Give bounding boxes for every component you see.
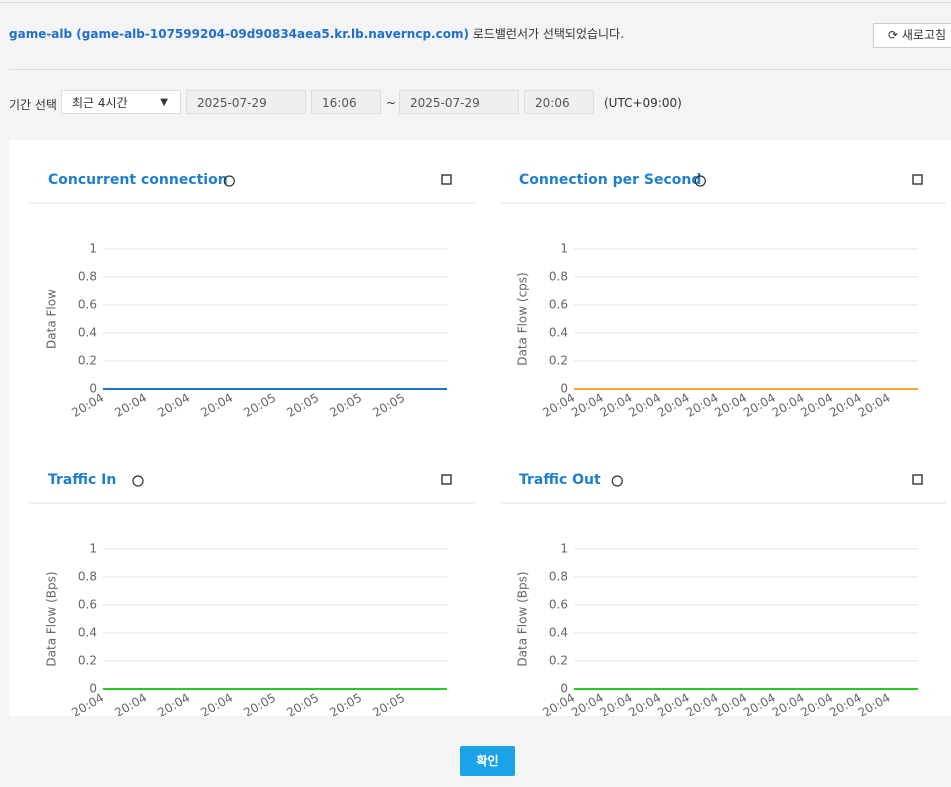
x-tick-label: 20:04 bbox=[155, 391, 192, 420]
y-tick-label: 0.4 bbox=[549, 326, 568, 340]
y-tick-label: 1 bbox=[560, 242, 568, 256]
preset-select[interactable]: 최근 4시간 ▼ bbox=[61, 90, 181, 114]
y-tick-label: 0.8 bbox=[549, 570, 568, 584]
y-tick-label: 0.2 bbox=[78, 654, 97, 668]
help-icon bbox=[223, 175, 235, 187]
timezone: (UTC+09:00) bbox=[604, 96, 682, 110]
period-label: 기간 선택 bbox=[9, 98, 57, 112]
y-tick-label: 1 bbox=[89, 542, 97, 556]
start-date[interactable]: 2025-07-29 bbox=[186, 90, 306, 114]
x-tick-label: 20:05 bbox=[327, 691, 364, 716]
y-tick-label: 0.4 bbox=[549, 626, 568, 640]
x-tick-label: 20:05 bbox=[241, 391, 278, 420]
y-tick-label: 0.2 bbox=[78, 354, 97, 368]
x-tick-label: 20:05 bbox=[327, 391, 364, 420]
y-tick-label: 0 bbox=[560, 382, 568, 396]
y-tick-label: 0.6 bbox=[78, 298, 97, 312]
y-tick-label: 1 bbox=[89, 242, 97, 256]
end-time[interactable]: 20:06 bbox=[524, 90, 594, 114]
help-icon bbox=[694, 175, 706, 187]
refresh-button[interactable]: ⟳ 새로고침 bbox=[873, 23, 951, 48]
y-tick-label: 0.4 bbox=[78, 326, 97, 340]
y-tick-label: 0.8 bbox=[78, 570, 97, 584]
chart-title: Traffic In bbox=[48, 472, 116, 488]
y-tick-label: 0 bbox=[89, 382, 97, 396]
x-tick-label: 20:04 bbox=[198, 391, 235, 420]
y-tick-label: 0.8 bbox=[549, 270, 568, 284]
help-icon bbox=[611, 475, 623, 487]
start-time[interactable]: 16:06 bbox=[311, 90, 381, 114]
chart-panel: Concurrent connection 0 0.2 0.4 0.6 0.8 1 Data … bbox=[9, 140, 951, 720]
y-tick-label: 0 bbox=[560, 682, 568, 696]
x-tick-label: 20:04 bbox=[198, 691, 235, 716]
dropdown-arrow: ▼ bbox=[160, 97, 168, 108]
y-axis-label: Data Flow bbox=[45, 289, 59, 349]
y-axis-label: Data Flow (cps) bbox=[516, 272, 530, 366]
refresh-label: 새로고침 bbox=[901, 28, 947, 42]
x-tick-label: 20:04 bbox=[155, 691, 192, 716]
charts: Concurrent connection 0 0.2 0.4 0.6 0.8 1 Data … bbox=[29, 172, 946, 720]
x-tick-label: 20:05 bbox=[370, 691, 407, 716]
y-axis-label: Data Flow (Bps) bbox=[516, 571, 530, 666]
chart-title: Traffic Out bbox=[519, 472, 601, 488]
y-axis-label: Data Flow (Bps) bbox=[45, 571, 59, 666]
x-tick-label: 20:05 bbox=[370, 391, 407, 420]
x-tick-label: 20:04 bbox=[69, 691, 106, 716]
start-date-text: 2025-07-29 bbox=[197, 96, 267, 110]
x-tick-label: 20:04 bbox=[112, 691, 149, 716]
confirm-button[interactable]: 확인 bbox=[460, 746, 515, 776]
top-border bbox=[0, 2, 951, 3]
end-time-text: 20:06 bbox=[535, 96, 570, 110]
x-tick-label: 20:04 bbox=[856, 391, 893, 420]
preset-text: 최근 4시간 bbox=[72, 96, 128, 110]
y-tick-label: 0.2 bbox=[549, 354, 568, 368]
x-tick-label: 20:04 bbox=[69, 391, 106, 420]
chart-title: Connection per Second bbox=[519, 172, 701, 188]
end-date[interactable]: 2025-07-29 bbox=[399, 90, 519, 114]
y-tick-label: 0.6 bbox=[78, 598, 97, 612]
chart-title: Concurrent connection bbox=[48, 172, 228, 188]
y-tick-label: 1 bbox=[560, 542, 568, 556]
copy-icon bbox=[441, 174, 452, 185]
help-icon bbox=[132, 475, 144, 487]
x-tick-label: 20:05 bbox=[241, 691, 278, 716]
selection-info: game-alb (game-alb-107599204-09d90834aea… bbox=[9, 25, 624, 42]
copy-icon bbox=[441, 474, 452, 485]
y-tick-label: 0 bbox=[89, 682, 97, 696]
copy-icon bbox=[912, 174, 923, 185]
separator bbox=[9, 69, 951, 70]
y-tick-label: 0.6 bbox=[549, 598, 568, 612]
x-tick-label: 20:04 bbox=[112, 391, 149, 420]
range-separator: ~ bbox=[386, 96, 397, 110]
end-date-text: 2025-07-29 bbox=[410, 96, 480, 110]
lb-name[interactable]: game-alb (game-alb-107599204-09d90834aea… bbox=[9, 27, 469, 41]
start-time-text: 16:06 bbox=[322, 96, 357, 110]
y-tick-label: 0.4 bbox=[78, 626, 97, 640]
y-tick-label: 0.6 bbox=[549, 298, 568, 312]
copy-icon bbox=[912, 474, 923, 485]
x-tick-label: 20:05 bbox=[284, 691, 321, 716]
message: 로드밸런서가 선택되었습니다. bbox=[472, 27, 624, 41]
y-tick-label: 0.2 bbox=[549, 654, 568, 668]
x-tick-label: 20:05 bbox=[284, 391, 321, 420]
y-tick-label: 0.8 bbox=[78, 270, 97, 284]
